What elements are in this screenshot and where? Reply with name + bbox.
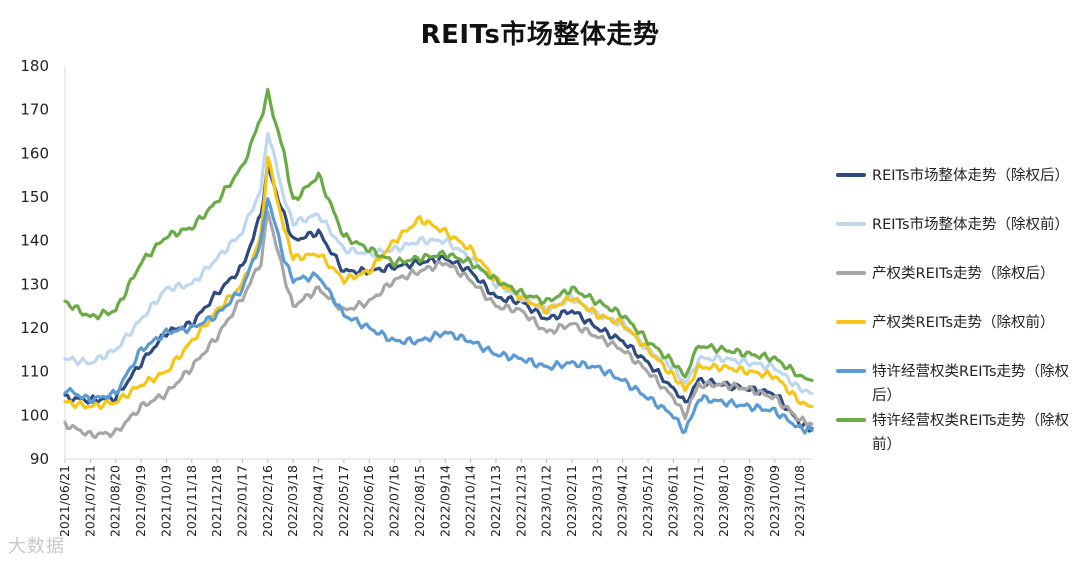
x-tick-label: 2022/11/13 (488, 465, 503, 537)
x-tick-label: 2023/01/12 (539, 465, 554, 537)
x-axis-ticks: 2021/06/21 2021/07/21 2021/08/20 2021/09/19… (57, 459, 807, 537)
x-tick-label: 2022/02/16 (260, 465, 275, 537)
y-tick-label: 90 (30, 450, 49, 468)
legend-item[interactable]: 产权类REITs走势（除权后） (834, 262, 1074, 311)
y-tick-label: 110 (20, 363, 49, 381)
x-tick-label: 2021/10/19 (158, 465, 173, 537)
x-tick-label: 2022/06/16 (361, 465, 376, 537)
x-tick-label: 2022/05/17 (336, 465, 351, 537)
x-tick-label: 2021/11/18 (184, 465, 199, 537)
legend-label: 产权类REITs走势（除权后） (872, 266, 1055, 282)
x-tick-label: 2022/09/14 (437, 465, 452, 537)
legend-label: 产权类REITs走势（除权前） (872, 315, 1055, 331)
x-tick-label: 2021/06/21 (57, 465, 72, 537)
legend-item[interactable]: REITs市场整体走势（除权后） (834, 164, 1074, 213)
x-tick-label: 2022/10/14 (463, 465, 478, 537)
y-tick-label: 150 (20, 188, 49, 206)
series-line (63, 210, 814, 440)
y-tick-label: 170 (20, 101, 49, 119)
x-tick-label: 2023/04/12 (615, 465, 630, 537)
y-tick-label: 180 (20, 57, 49, 75)
legend-item[interactable]: REITs市场整体走势（除权前） (834, 213, 1074, 262)
series-layer (63, 87, 814, 440)
y-axis-ticks: 90 100 110 120 130 140 150 160 170 180 (20, 57, 49, 468)
x-tick-label: 2021/08/20 (108, 465, 123, 537)
x-tick-label: 2022/01/17 (234, 465, 249, 537)
legend-label: REITs市场整体走势（除权前） (872, 217, 1070, 233)
x-tick-label: 2023/10/09 (767, 465, 782, 537)
legend-swatch (836, 320, 866, 324)
x-tick-label: 2021/12/18 (209, 465, 224, 537)
legend-item[interactable]: 特许经营权类REITs走势（除权后） (834, 360, 1074, 409)
legend-label: 特许经营权类REITs走势（除权后） (872, 364, 1070, 404)
x-tick-label: 2021/09/19 (133, 465, 148, 537)
legend-item[interactable]: 产权类REITs走势（除权前） (834, 311, 1074, 360)
x-tick-label: 2022/07/16 (387, 465, 402, 537)
series-line (63, 161, 814, 433)
legend-swatch (836, 173, 866, 177)
legend-swatch (836, 418, 866, 422)
x-tick-label: 2022/04/17 (311, 465, 326, 537)
watermark: 大数据 (8, 536, 65, 557)
y-tick-label: 140 (20, 232, 49, 250)
series-line (63, 155, 814, 410)
x-tick-label: 2023/09/09 (741, 465, 756, 537)
legend-label: REITs市场整体走势（除权后） (872, 168, 1070, 184)
x-tick-label: 2023/02/11 (564, 465, 579, 537)
y-tick-label: 130 (20, 275, 49, 293)
y-tick-label: 160 (20, 144, 49, 162)
x-tick-label: 2022/03/18 (285, 465, 300, 537)
x-tick-label: 2022/08/15 (412, 465, 427, 537)
x-tick-label: 2021/07/21 (82, 465, 97, 537)
x-tick-label: 2023/03/13 (589, 465, 604, 537)
x-tick-label: 2023/11/08 (792, 465, 807, 537)
y-tick-label: 100 (20, 406, 49, 424)
y-tick-label: 120 (20, 319, 49, 337)
chart-title: REITs市场整体走势 (420, 20, 660, 50)
x-tick-label: 2023/05/12 (640, 465, 655, 537)
x-tick-label: 2022/12/13 (513, 465, 528, 537)
series-line (63, 132, 814, 396)
x-tick-label: 2023/06/11 (665, 465, 680, 537)
legend: REITs市场整体走势（除权后） REITs市场整体走势（除权前） 产权类REI… (834, 164, 1074, 458)
legend-swatch (836, 369, 866, 373)
x-tick-label: 2023/07/11 (691, 465, 706, 537)
legend-swatch (836, 271, 866, 275)
legend-item[interactable]: 特许经营权类REITs走势（除权前） (834, 409, 1074, 458)
x-tick-label: 2023/08/10 (716, 465, 731, 537)
series-line (63, 197, 814, 435)
legend-label: 特许经营权类REITs走势（除权前） (872, 413, 1070, 453)
series-line (63, 87, 814, 382)
legend-swatch (836, 222, 866, 226)
